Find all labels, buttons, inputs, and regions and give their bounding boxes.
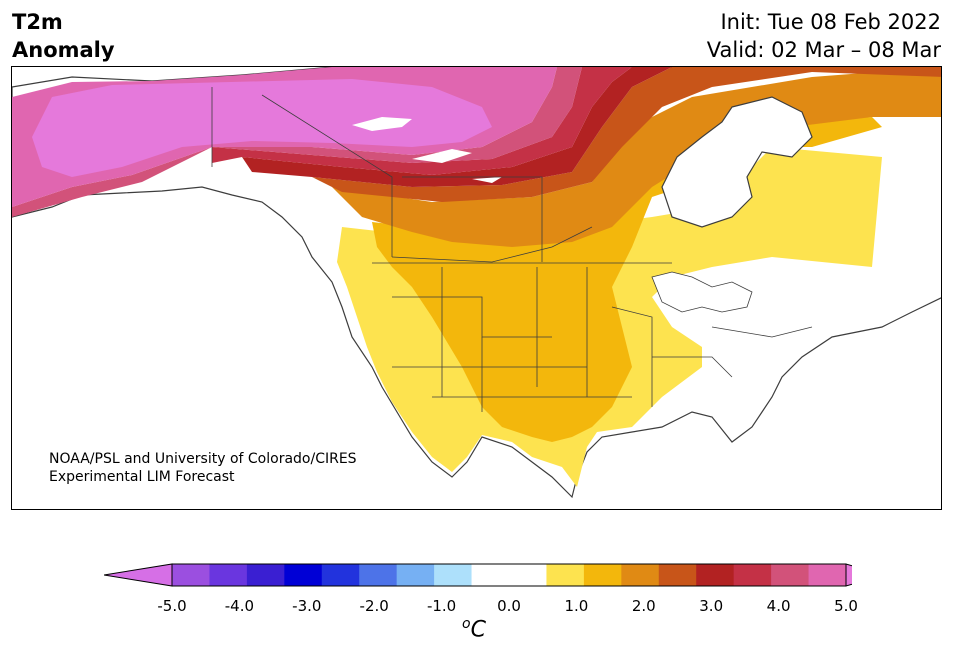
colorbar-bin <box>284 564 323 586</box>
colorbar-bin <box>359 564 398 586</box>
anomaly-map-svg <box>12 67 941 499</box>
colorbar-bin <box>321 564 360 586</box>
anomaly-band-crimson <box>212 67 632 175</box>
hudson-bay <box>661 96 813 228</box>
colorbar-extend-high <box>845 563 852 587</box>
colorbar <box>104 563 852 587</box>
colorbar-bin <box>246 564 285 586</box>
colorbar-extend-low <box>104 563 173 587</box>
colorbar-bin <box>434 564 473 586</box>
map-title: T2m Anomaly <box>12 8 115 64</box>
colorbar-tick-label: 0.0 <box>497 597 521 615</box>
valid-range: Valid: 02 Mar – 08 Mar <box>706 38 941 62</box>
credit-line-1: NOAA/PSL and University of Colorado/CIRE… <box>49 451 357 467</box>
colorbar-tick-label: -1.0 <box>426 597 457 615</box>
colorbar-bin <box>658 564 697 586</box>
init-date: Init: Tue 08 Feb 2022 <box>720 10 941 34</box>
date-info: Init: Tue 08 Feb 2022 Valid: 02 Mar – 08… <box>707 8 941 64</box>
anomaly-band-gold <box>372 117 882 442</box>
great-lakes <box>651 271 753 313</box>
anomaly-band-dark-orange <box>312 67 941 202</box>
colorbar-tick-label: -3.0 <box>292 597 322 615</box>
colorbar-bin <box>696 564 735 586</box>
lake-snow-1 <box>352 117 412 131</box>
colorbar-bin <box>771 564 810 586</box>
colorbar-unit: oC <box>462 616 486 642</box>
credit-line-2: Experimental LIM Forecast <box>49 469 235 485</box>
colorbar-tick-label: 3.0 <box>699 597 724 615</box>
anomaly-band-red <box>242 67 672 187</box>
lake-snow-3 <box>472 177 502 183</box>
colorbar-bin <box>546 564 585 586</box>
colorbar-bin <box>808 564 847 586</box>
anomaly-map <box>11 66 942 510</box>
colorbar-bin <box>509 564 547 586</box>
colorbar-cells <box>104 563 852 587</box>
colorbar-tick-label: -5.0 <box>157 597 187 615</box>
credit-text: NOAA/PSL and University of Colorado/CIRE… <box>49 450 357 486</box>
colorbar-tick-label: 1.0 <box>564 597 589 615</box>
unit-label: C <box>470 617 486 643</box>
colorbar-tick-label: 5.0 <box>834 597 858 615</box>
colorbar-bin <box>209 564 248 586</box>
colorbar-tick-label: 2.0 <box>631 597 656 615</box>
political-boundaries <box>211 87 813 412</box>
title-variable-line2: Anomaly <box>12 38 115 62</box>
colorbar-bin <box>733 564 772 586</box>
anomaly-band-magenta <box>32 79 492 177</box>
lake-snow-2 <box>412 149 472 163</box>
colorbar-bin <box>583 564 622 586</box>
colorbar-bin <box>172 564 210 586</box>
unit-degree: o <box>462 616 471 632</box>
colorbar-tick-label: -2.0 <box>359 597 389 615</box>
colorbar-bin <box>396 564 435 586</box>
colorbar-outline <box>171 563 847 587</box>
colorbar-bin <box>471 564 510 586</box>
colorbar-tick-label: -4.0 <box>224 597 255 615</box>
title-variable: T2m <box>12 10 63 34</box>
colorbar-bin <box>621 564 660 586</box>
colorbar-tick-label: 4.0 <box>766 597 791 615</box>
